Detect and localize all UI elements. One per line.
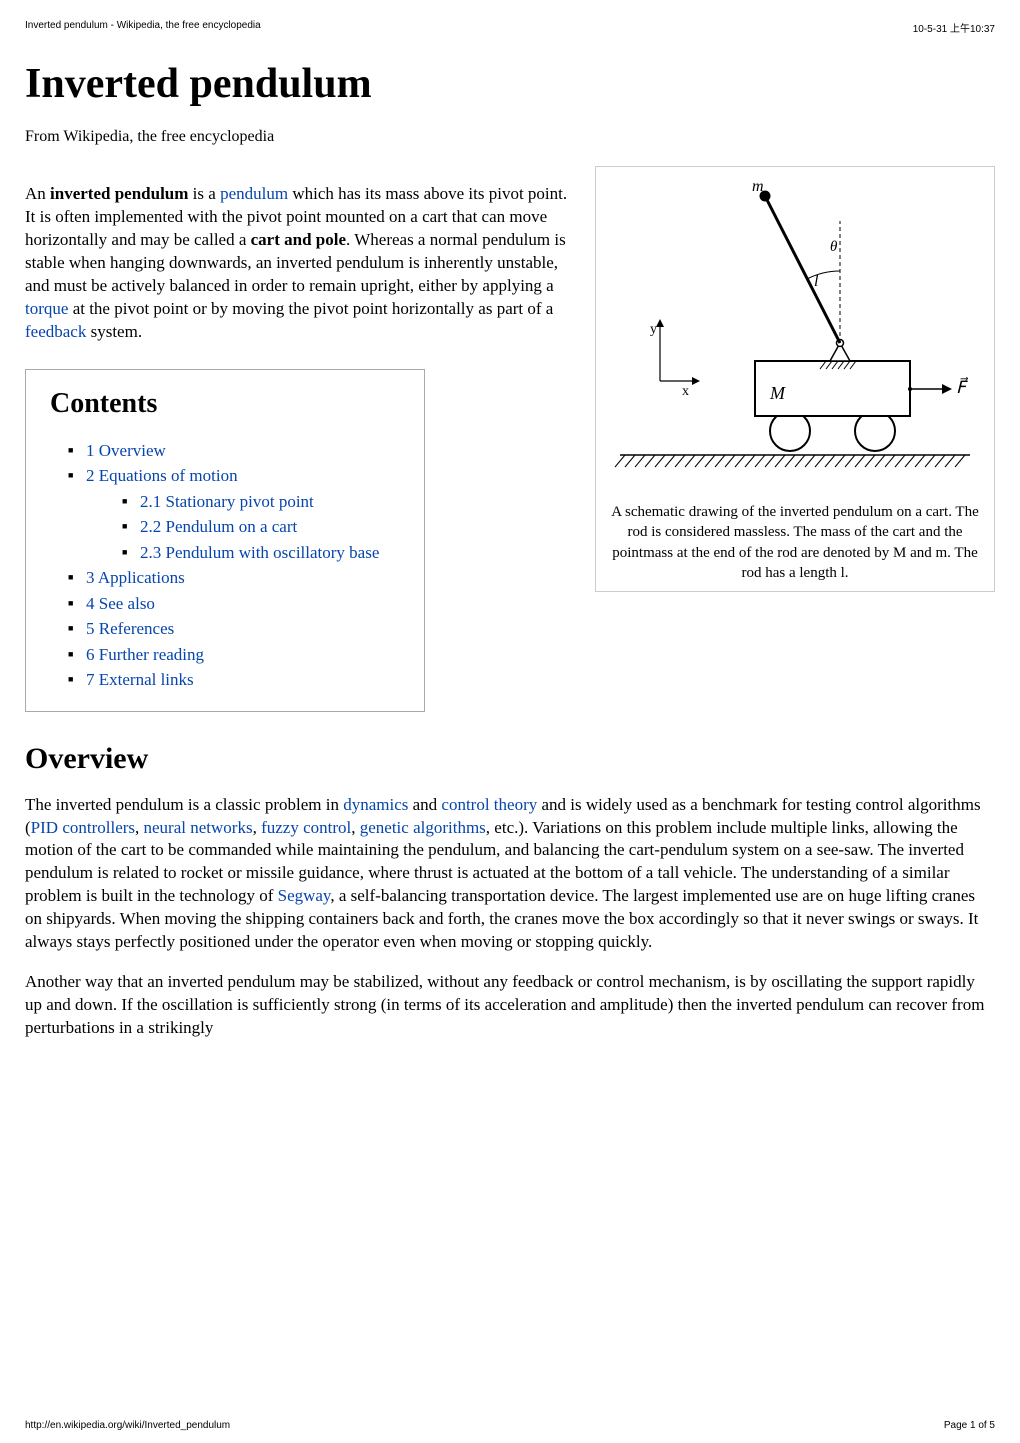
- link-fuzzy[interactable]: fuzzy control: [261, 818, 351, 837]
- link-torque[interactable]: torque: [25, 299, 68, 318]
- overview-p2: Another way that an inverted pendulum ma…: [25, 971, 995, 1040]
- toc-link-further[interactable]: 6 Further reading: [86, 645, 204, 664]
- label-big-m: M: [769, 383, 786, 403]
- label-m: m: [752, 178, 764, 195]
- toc-item: 2.1 Stationary pivot point: [122, 489, 400, 515]
- toc-item: 6 Further reading: [68, 642, 400, 668]
- label-theta: θ: [830, 239, 838, 255]
- heading-overview: Overview: [25, 742, 995, 776]
- link-control-theory[interactable]: control theory: [441, 795, 537, 814]
- pendulum-diagram[interactable]: m θ l y x M F⃗: [600, 171, 990, 491]
- toc-item: 5 References: [68, 616, 400, 642]
- footer-meta: http://en.wikipedia.org/wiki/Inverted_pe…: [25, 1420, 995, 1431]
- toc-item: 7 External links: [68, 667, 400, 693]
- header-left: Inverted pendulum - Wikipedia, the free …: [25, 20, 261, 35]
- toc-link-stationary[interactable]: 2.1 Stationary pivot point: [140, 492, 314, 511]
- overview-p1: The inverted pendulum is a classic probl…: [25, 794, 995, 955]
- link-neural[interactable]: neural networks: [144, 818, 253, 837]
- label-l: l: [814, 273, 819, 290]
- toc-item: 2.2 Pendulum on a cart: [122, 514, 400, 540]
- header-meta: Inverted pendulum - Wikipedia, the free …: [25, 20, 995, 35]
- figure-box: m θ l y x M F⃗ A schematic drawing of th…: [595, 166, 995, 592]
- link-pendulum[interactable]: pendulum: [220, 184, 288, 203]
- label-x: x: [682, 384, 689, 399]
- label-y: y: [650, 322, 657, 337]
- toc-item: 2 Equations of motion 2.1 Stationary piv…: [68, 463, 400, 565]
- toc-link-overview[interactable]: 1 Overview: [86, 441, 166, 460]
- link-dynamics[interactable]: dynamics: [343, 795, 408, 814]
- toc-title: Contents: [50, 388, 400, 420]
- toc-box: Contents 1 Overview 2 Equations of motio…: [25, 369, 425, 712]
- toc-link-references[interactable]: 5 References: [86, 619, 174, 638]
- subtitle: From Wikipedia, the free encyclopedia: [25, 128, 995, 146]
- toc-link-cart[interactable]: 2.2 Pendulum on a cart: [140, 517, 297, 536]
- link-feedback[interactable]: feedback: [25, 322, 86, 341]
- page-title: Inverted pendulum: [25, 60, 995, 108]
- toc-link-applications[interactable]: 3 Applications: [86, 568, 185, 587]
- footer-left: http://en.wikipedia.org/wiki/Inverted_pe…: [25, 1420, 230, 1431]
- toc-item: 3 Applications: [68, 565, 400, 591]
- link-segway[interactable]: Segway: [278, 886, 331, 905]
- toc-link-external[interactable]: 7 External links: [86, 670, 194, 689]
- header-right: 10-5-31 上午10:37: [913, 20, 995, 35]
- toc-link-eom[interactable]: 2 Equations of motion: [86, 466, 238, 485]
- footer-right: Page 1 of 5: [944, 1420, 995, 1431]
- link-pid[interactable]: PID controllers: [31, 818, 135, 837]
- link-genetic[interactable]: genetic algorithms: [360, 818, 486, 837]
- figure-caption: A schematic drawing of the inverted pend…: [600, 496, 990, 587]
- toc-item: 1 Overview: [68, 438, 400, 464]
- label-f: F⃗: [956, 377, 969, 397]
- toc-item: 4 See also: [68, 591, 400, 617]
- toc-item: 2.3 Pendulum with oscillatory base: [122, 540, 400, 566]
- toc-link-oscillatory[interactable]: 2.3 Pendulum with oscillatory base: [140, 543, 379, 562]
- toc-link-seealso[interactable]: 4 See also: [86, 594, 155, 613]
